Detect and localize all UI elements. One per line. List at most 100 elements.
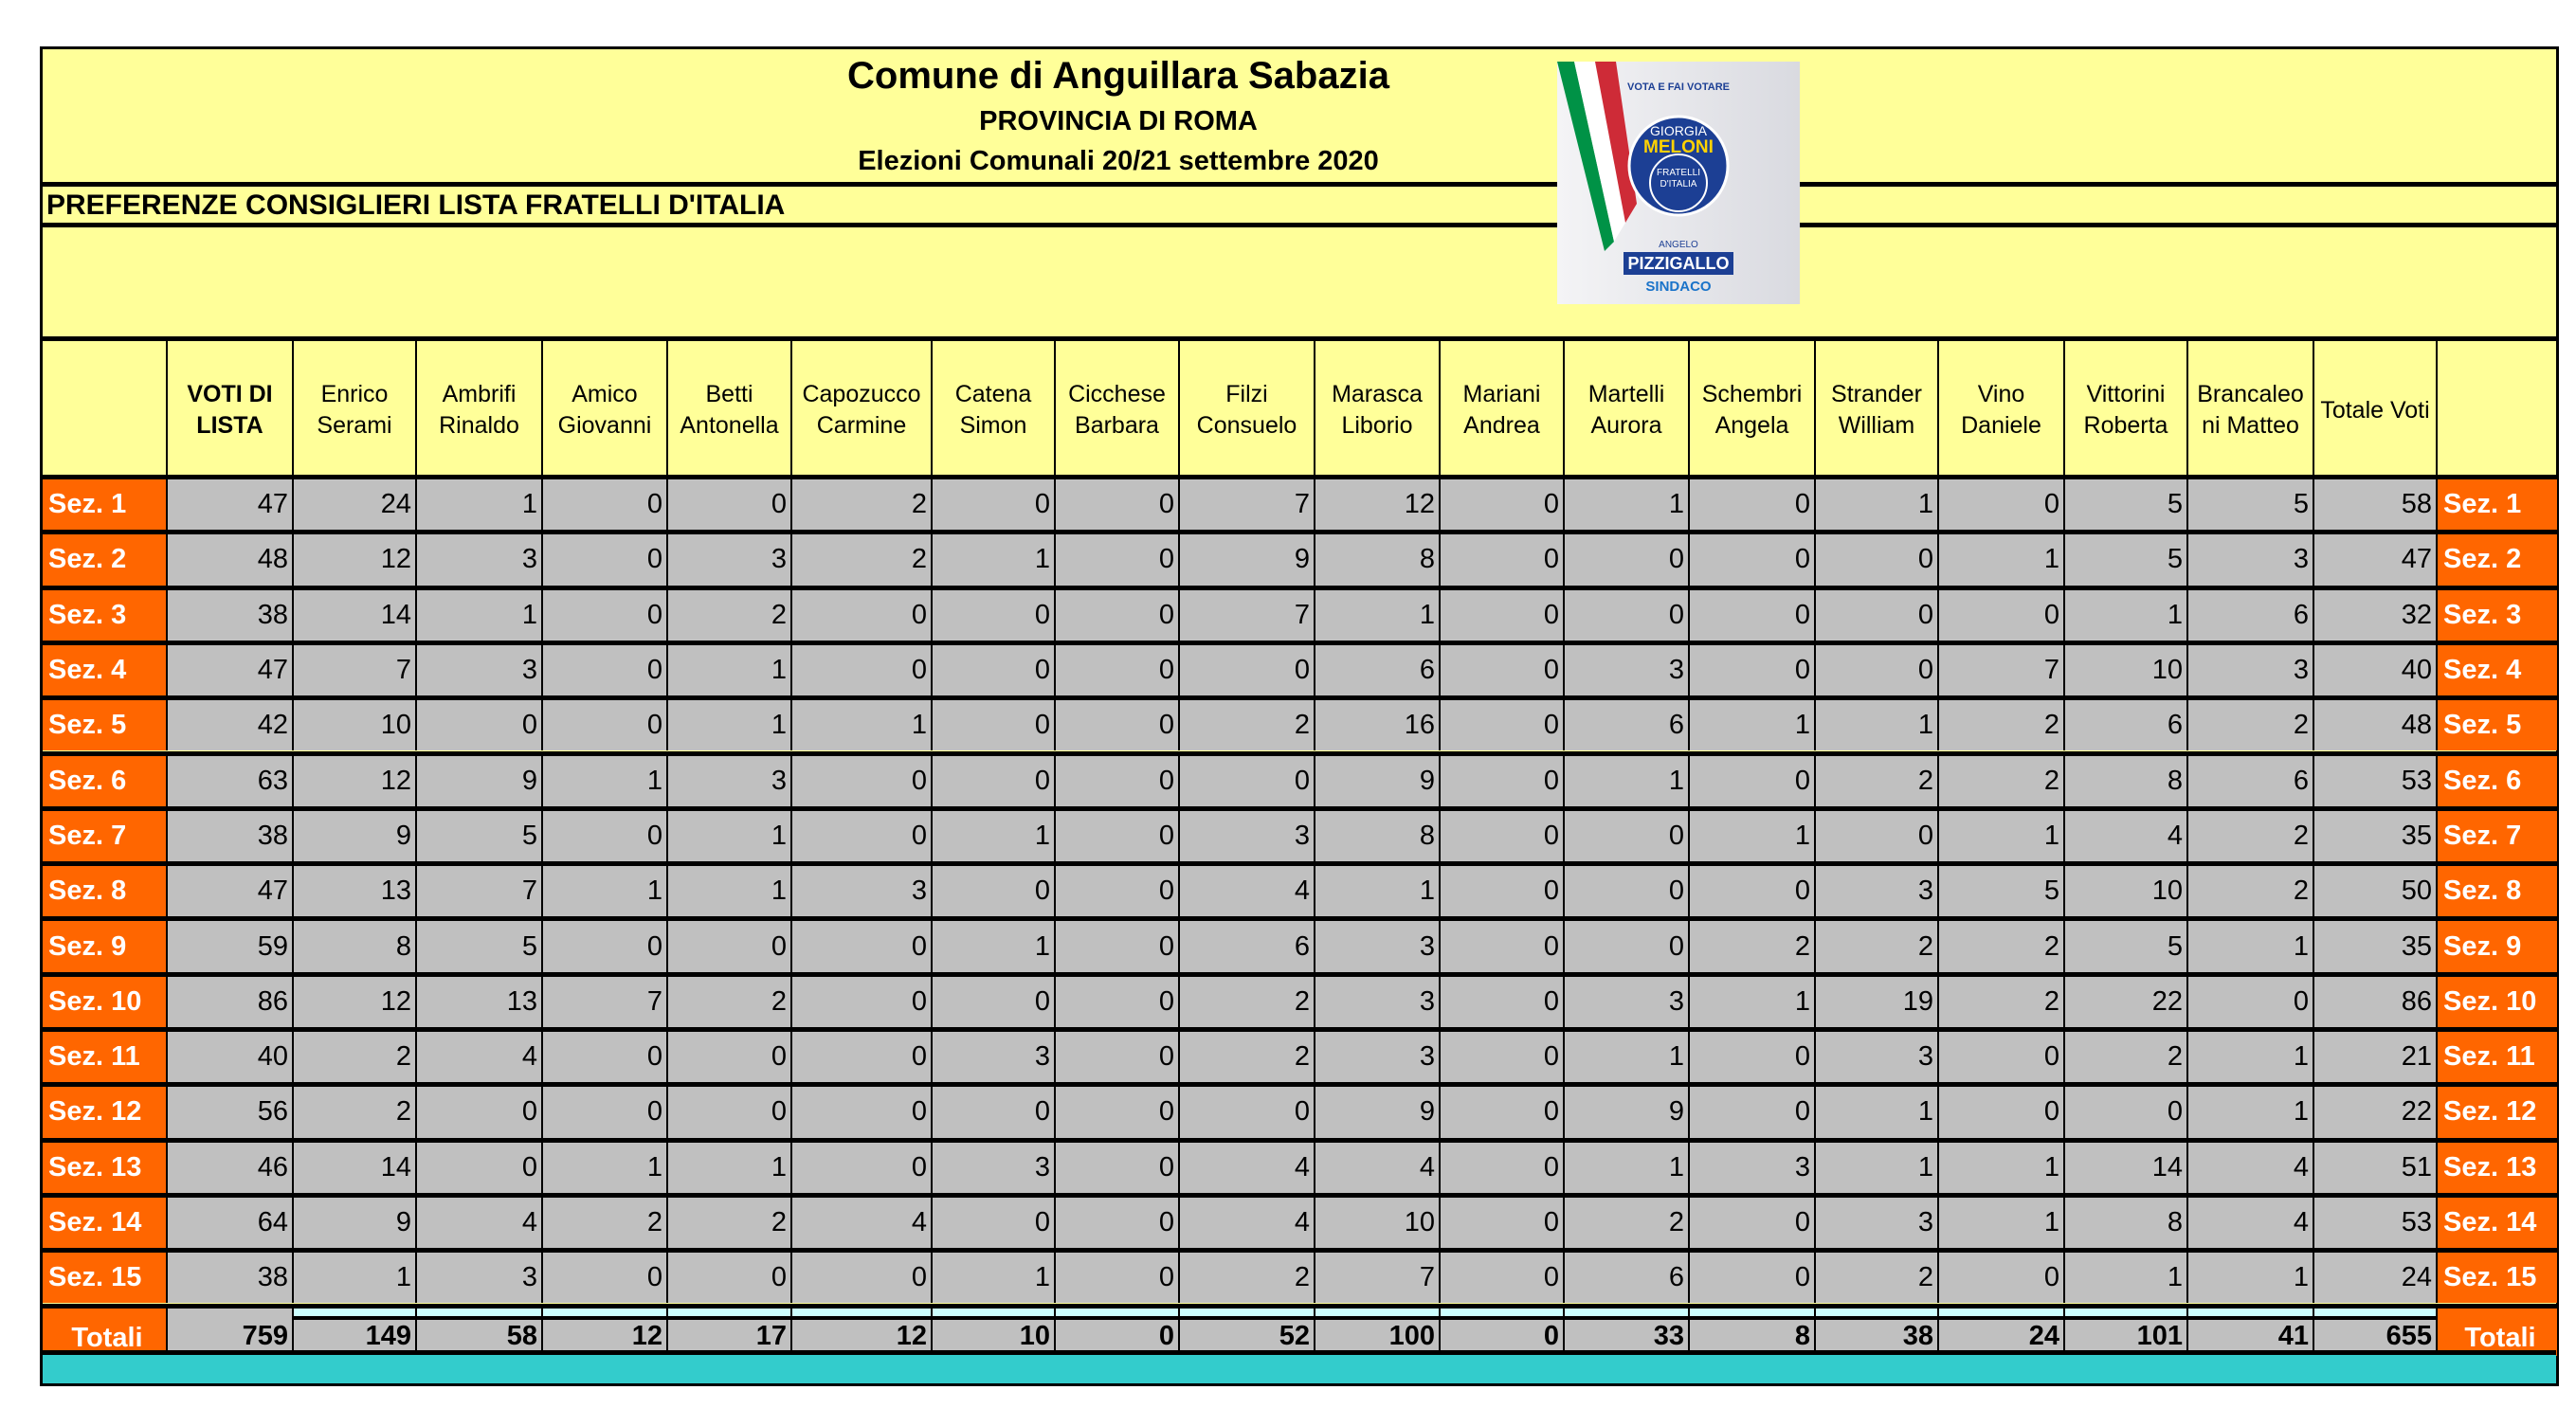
table-cell: 1 — [933, 810, 1056, 862]
row-label-right: Sez. 9 — [2438, 921, 2559, 972]
table-cell: 0 — [792, 1032, 933, 1083]
table-cell: 0 — [933, 700, 1056, 751]
table-cell: 1 — [668, 1142, 792, 1193]
table-cell: 24 — [2314, 1253, 2438, 1304]
column-header-label: Amico Giovanni — [557, 381, 652, 439]
table-cell: 0 — [1441, 976, 1565, 1027]
column-header-label: Filzi Consuelo — [1196, 381, 1297, 439]
table-cell: 0 — [543, 1032, 668, 1083]
table-cell: 0 — [668, 921, 792, 972]
table-cell: 4 — [1315, 1142, 1441, 1193]
column-header-label: Vittorini Roberta — [2083, 381, 2168, 439]
table-cell: 8 — [2065, 755, 2188, 806]
table-cell: 1 — [2188, 1032, 2314, 1083]
totals-strip — [294, 1308, 417, 1320]
totals-strip — [2065, 1308, 2188, 1320]
table-cell: 40 — [168, 1032, 294, 1083]
table-cell: 0 — [1690, 755, 1816, 806]
row-label: Sez. 13 — [43, 1142, 168, 1193]
table-cell: 1 — [1939, 534, 2065, 586]
election-date: Elezioni Comunali 20/21 settembre 2020 — [858, 146, 1379, 176]
table-cell: 0 — [1565, 589, 1690, 641]
row-label-right: Sez. 13 — [2438, 1142, 2559, 1193]
table-cell: 14 — [294, 589, 417, 641]
table-cell: 0 — [1690, 534, 1816, 586]
column-header-label: Mariani Andrea — [1462, 381, 1541, 439]
table-cell: 0 — [1939, 1032, 2065, 1083]
table-cell: 1 — [668, 866, 792, 917]
table-cell: 7 — [1180, 589, 1315, 641]
table-cell: 0 — [1690, 479, 1816, 531]
table-cell: 0 — [1441, 1087, 1565, 1138]
column-header-label: Enrico Serami — [317, 381, 392, 439]
column-header: Vittorini Roberta — [2065, 341, 2188, 479]
table-cell: 1 — [543, 1142, 668, 1193]
column-header-label: Capozucco Carmine — [802, 381, 921, 439]
table-cell: 0 — [668, 479, 792, 531]
row-label-right: Sez. 11 — [2438, 1032, 2559, 1083]
table-cell: 0 — [1939, 1253, 2065, 1304]
table-cell: 0 — [933, 1197, 1056, 1249]
table-cell: 3 — [792, 866, 933, 917]
row-label: Sez. 6 — [43, 755, 168, 806]
table-cell: 0 — [1180, 755, 1315, 806]
row-divider — [43, 1303, 2556, 1309]
table-cell: 0 — [1056, 644, 1180, 696]
table-cell: 0 — [792, 921, 933, 972]
table-cell: 0 — [1441, 589, 1565, 641]
table-cell: 1 — [2188, 1087, 2314, 1138]
table-cell: 2 — [294, 1032, 417, 1083]
totals-strip — [2188, 1308, 2314, 1320]
page-title: Comune di Anguillara Sabazia — [847, 55, 1389, 97]
column-header-label: VOTI DI LISTA — [187, 381, 273, 439]
table-cell: 10 — [2065, 866, 2188, 917]
svg-text:D'ITALIA: D'ITALIA — [1660, 179, 1697, 190]
table-cell: 0 — [1056, 1032, 1180, 1083]
column-header-label: Marasca Liborio — [1332, 381, 1423, 439]
table-cell: 0 — [1056, 755, 1180, 806]
totals-strip — [543, 1308, 668, 1320]
table-cell: 1 — [792, 700, 933, 751]
table-cell: 5 — [2188, 479, 2314, 531]
row-label: Sez. 3 — [43, 589, 168, 641]
column-header-label: Schembri Angela — [1701, 381, 1803, 439]
table-cell: 3 — [1565, 976, 1690, 1027]
table-cell: 2 — [668, 976, 792, 1027]
column-header: Strander William — [1816, 341, 1939, 479]
table-cell: 51 — [2314, 1142, 2438, 1193]
table-cell: 2 — [1180, 1253, 1315, 1304]
divider — [43, 475, 2556, 479]
table-cell: 0 — [543, 589, 668, 641]
column-header-label: Ambrifi Rinaldo — [439, 381, 519, 439]
table-cell: 3 — [1315, 1032, 1441, 1083]
table-cell: 0 — [1056, 1253, 1180, 1304]
table-cell: 4 — [417, 1197, 543, 1249]
row-label: Sez. 5 — [43, 700, 168, 751]
table-cell: 35 — [2314, 921, 2438, 972]
row-label-right: Sez. 14 — [2438, 1197, 2559, 1249]
table-cell: 2 — [2188, 700, 2314, 751]
table-cell: 0 — [543, 921, 668, 972]
table-cell: 2 — [1180, 700, 1315, 751]
table-cell: 0 — [417, 700, 543, 751]
table-cell: 1 — [933, 1253, 1056, 1304]
column-header: Amico Giovanni — [543, 341, 668, 479]
table-cell: 21 — [2314, 1032, 2438, 1083]
totals-strip — [1565, 1308, 1690, 1320]
table-cell: 0 — [1441, 866, 1565, 917]
table-cell: 35 — [2314, 810, 2438, 862]
table-cell: 0 — [1441, 700, 1565, 751]
table-cell: 0 — [792, 589, 933, 641]
row-label-right: Sez. 10 — [2438, 976, 2559, 1027]
table-cell: 2 — [792, 534, 933, 586]
column-header-label: Cicchese Barbara — [1068, 381, 1166, 439]
svg-text:PIZZIGALLO: PIZZIGALLO — [1628, 254, 1730, 273]
table-cell: 0 — [1180, 644, 1315, 696]
table-cell: 2 — [1565, 1197, 1690, 1249]
table-cell: 1 — [2065, 1253, 2188, 1304]
table-cell: 9 — [294, 810, 417, 862]
subtitle: PREFERENZE CONSIGLIERI LISTA FRATELLI D'… — [46, 190, 786, 221]
table-cell: 3 — [1816, 1032, 1939, 1083]
table-cell: 0 — [933, 755, 1056, 806]
table-cell: 9 — [1315, 755, 1441, 806]
